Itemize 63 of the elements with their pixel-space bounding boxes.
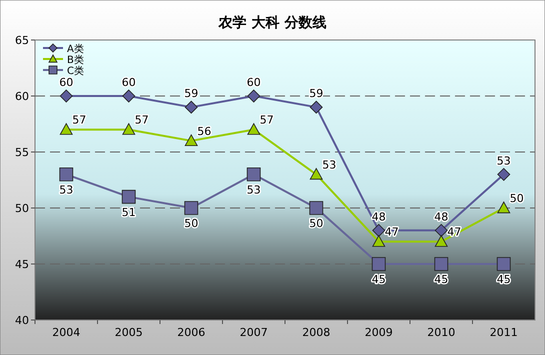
data-label: 57 <box>260 114 274 127</box>
y-tick-label: 45 <box>15 258 29 271</box>
data-label: 60 <box>122 76 136 89</box>
data-label: 48 <box>434 210 448 224</box>
legend-label: A类 <box>67 43 84 55</box>
point <box>434 235 448 247</box>
point <box>434 257 448 271</box>
point <box>184 134 198 146</box>
point <box>372 235 386 247</box>
x-tick-label: 2007 <box>240 326 268 339</box>
point <box>184 201 198 215</box>
point <box>247 90 260 102</box>
point <box>372 257 386 271</box>
y-tick-label: 50 <box>15 202 29 215</box>
data-label: 50 <box>309 217 324 230</box>
data-label: 45 <box>496 273 511 286</box>
chart-title: 农学 大科 分数线 <box>218 15 326 31</box>
data-label: 51 <box>122 206 136 219</box>
x-tick-label: 2008 <box>302 326 330 339</box>
point <box>497 202 510 214</box>
y-tick-label: 40 <box>15 314 29 327</box>
point <box>184 100 198 114</box>
point <box>496 257 511 271</box>
data-label: 53 <box>246 183 261 196</box>
data-label: 57 <box>72 114 86 127</box>
legend-label: C类 <box>67 65 84 77</box>
x-tick-label: 2009 <box>364 326 393 339</box>
point <box>497 168 510 181</box>
data-label: 57 <box>134 114 149 127</box>
data-label: 48 <box>372 210 386 224</box>
point <box>247 123 260 135</box>
point <box>60 90 73 102</box>
point <box>310 100 323 114</box>
data-label: 60 <box>59 76 74 89</box>
x-tick-label: 2011 <box>490 326 518 339</box>
x-tick-label: 2004 <box>52 326 80 339</box>
y-tick-label: 55 <box>15 146 29 159</box>
point <box>122 123 136 135</box>
y-tick-label: 60 <box>15 90 29 103</box>
point <box>60 123 73 135</box>
point <box>434 224 448 237</box>
data-label: 47 <box>384 226 399 239</box>
data-label: 50 <box>184 217 198 230</box>
data-label: 45 <box>434 273 448 286</box>
x-tick-label: 2006 <box>177 326 206 339</box>
x-tick-label: 2010 <box>427 326 456 339</box>
point <box>122 190 136 204</box>
point <box>59 168 74 182</box>
y-tick-label: 65 <box>15 34 29 47</box>
point <box>372 224 386 237</box>
point <box>310 168 323 180</box>
data-label: 56 <box>197 124 212 138</box>
data-label: 53 <box>496 154 511 168</box>
data-label: 53 <box>59 183 74 196</box>
data-label: 50 <box>510 192 524 205</box>
legend-label: B类 <box>67 54 84 66</box>
point <box>122 90 136 102</box>
data-label: 60 <box>246 76 261 89</box>
data-label: 53 <box>322 158 336 172</box>
point <box>246 168 261 182</box>
x-tick-label: 2005 <box>114 326 143 339</box>
point <box>309 201 324 215</box>
data-label: 45 <box>372 273 386 286</box>
